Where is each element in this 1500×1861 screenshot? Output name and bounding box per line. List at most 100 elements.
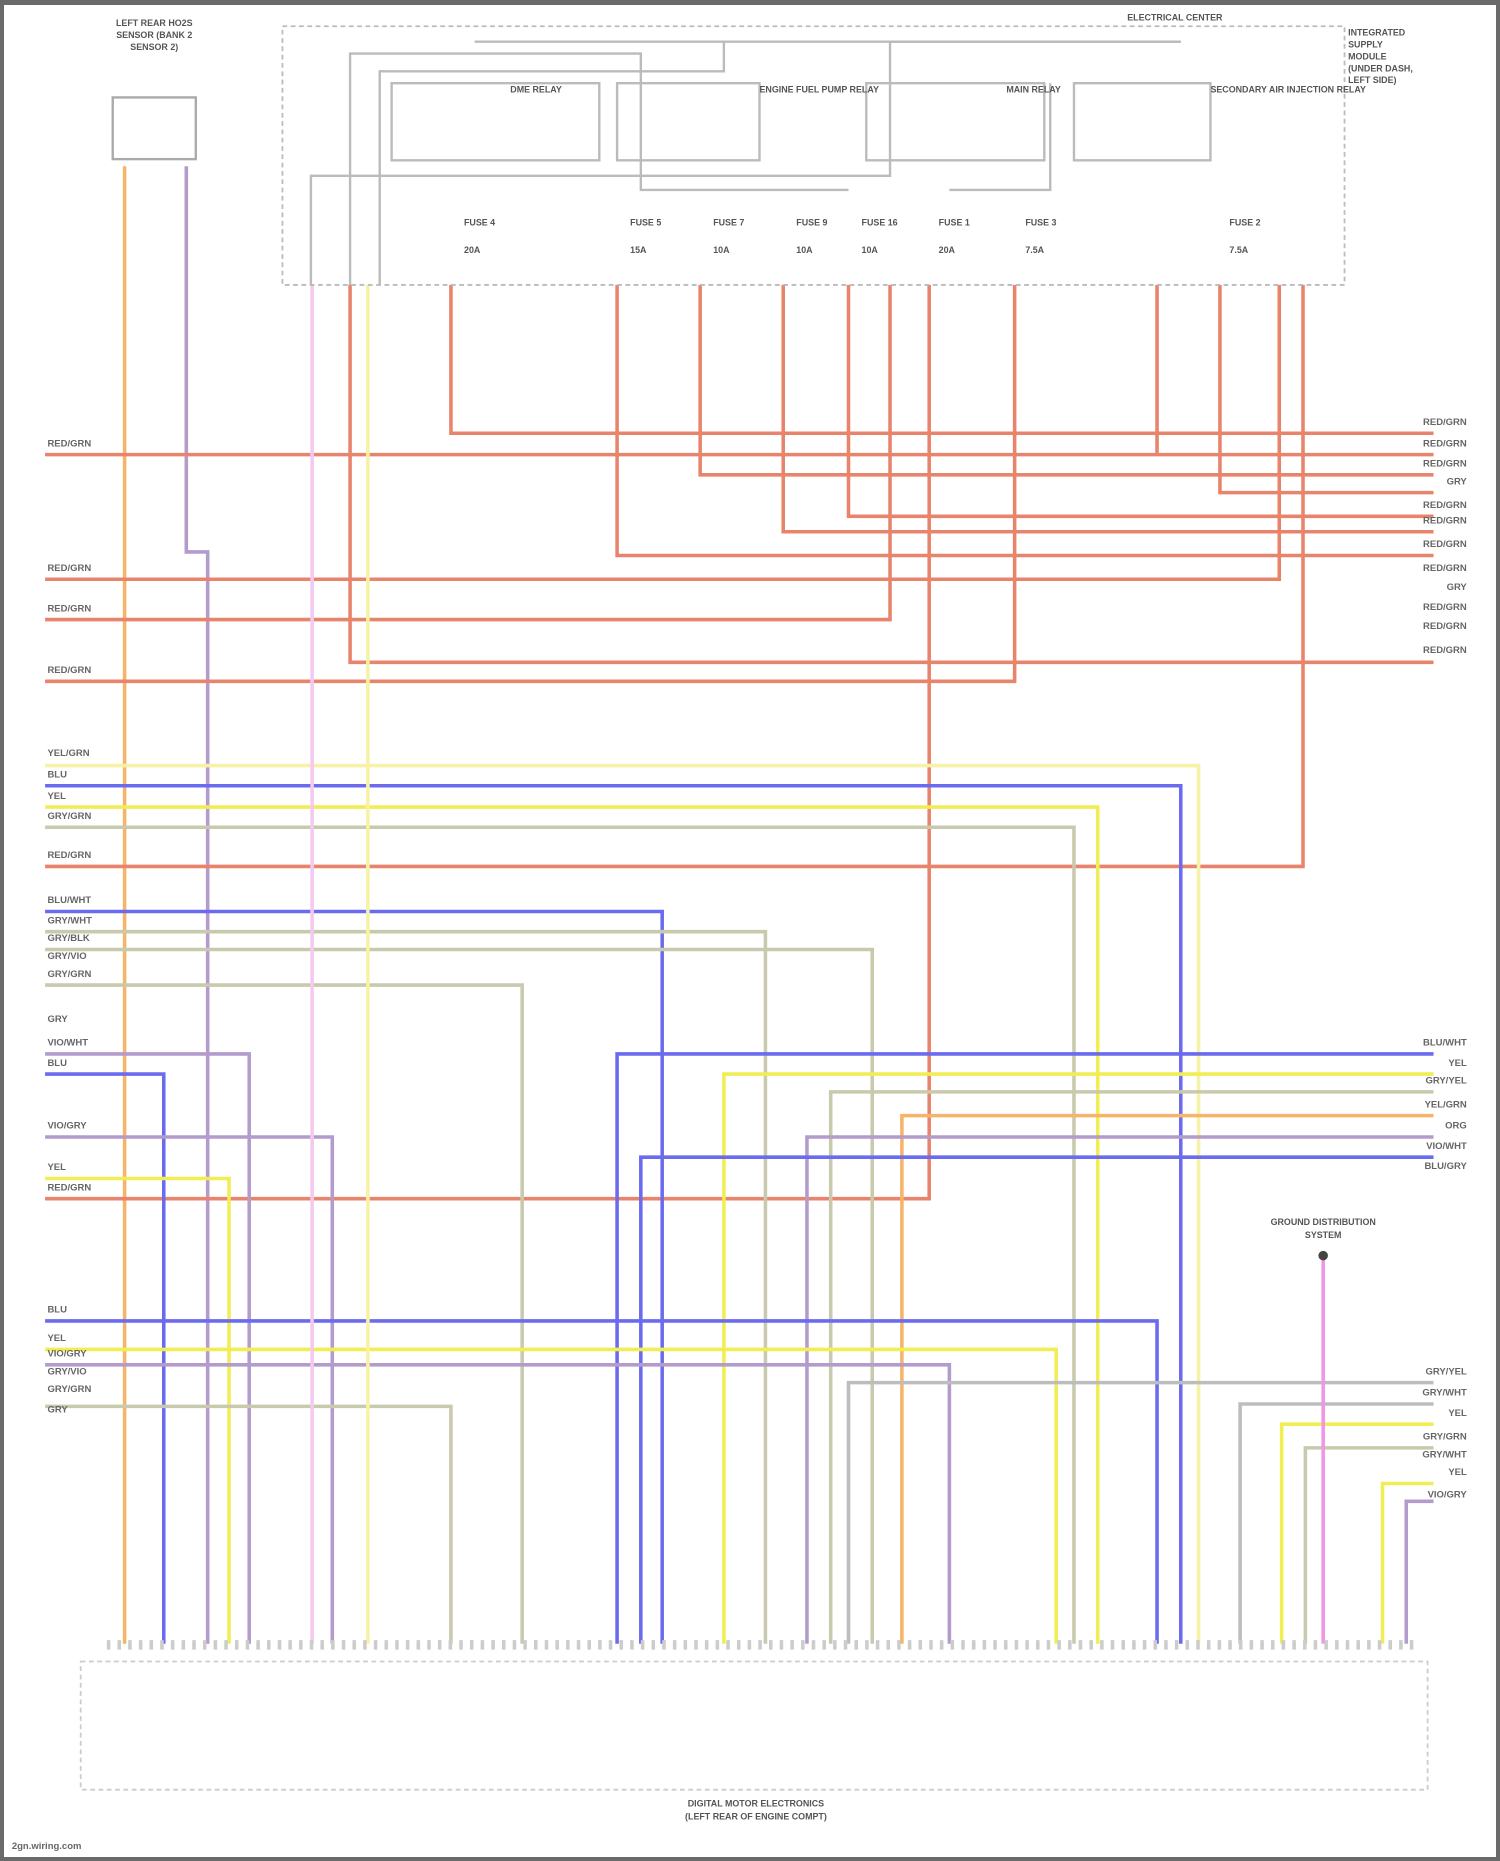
right-wire-label: GRY/GRN xyxy=(1423,1432,1467,1443)
module-label-2: (LEFT REAR OF ENGINE COMPT) xyxy=(685,1811,827,1821)
violet-wire xyxy=(45,1363,952,1644)
blue-wire xyxy=(45,909,664,1644)
fuse: FUSE 1 20A xyxy=(939,218,970,255)
red-wire xyxy=(348,284,1434,665)
right-wire-label: GRY/YEL xyxy=(1425,1076,1466,1087)
violet-wire xyxy=(805,1135,1434,1644)
graygreen-wire xyxy=(45,1404,453,1644)
left-wire-label: RED/GRN xyxy=(47,563,91,574)
relay-box-1 xyxy=(390,82,601,162)
right-wire-label: RED/GRN xyxy=(1423,621,1467,632)
relay-label-1: DME RELAY xyxy=(510,85,562,95)
left-wire-label: VIO/WHT xyxy=(47,1038,88,1049)
right-wire-label: VIO/GRY xyxy=(1428,1490,1468,1501)
left-wire-label: YEL xyxy=(47,1162,66,1173)
right-wire-label: GRY/YEL xyxy=(1425,1366,1466,1377)
left-wire-label: BLU xyxy=(47,1305,67,1316)
right-wire-label: RED/GRN xyxy=(1423,563,1467,574)
fuse-rating: 10A xyxy=(713,245,730,255)
orange-wire xyxy=(900,1113,1434,1644)
fuse-rating: 15A xyxy=(630,245,647,255)
fuse-name: FUSE 2 xyxy=(1229,218,1260,228)
fuse-rating: 20A xyxy=(464,245,481,255)
red-wire xyxy=(615,284,1434,558)
yellow-wire xyxy=(1279,1422,1434,1644)
left-wire-label: GRY/GRN xyxy=(47,969,91,980)
fuse: FUSE 3 7.5A xyxy=(1025,218,1056,255)
bus-line xyxy=(348,52,849,285)
left-wire-label: VIO/GRY xyxy=(47,1121,87,1132)
bus-line xyxy=(378,41,726,285)
blue-wire xyxy=(45,783,1183,1644)
fuse-name: FUSE 16 xyxy=(862,218,898,228)
svg-text:MODULE: MODULE xyxy=(1348,51,1387,61)
violet-wire xyxy=(184,166,210,1644)
blue-wire xyxy=(615,1052,1434,1644)
red-wire xyxy=(846,284,1434,519)
red-wire xyxy=(781,284,1434,534)
wires xyxy=(45,166,1434,1644)
right-note: INTEGRATED SUPPLY MODULE (UNDER DASH, LE… xyxy=(1348,28,1413,85)
red-wire xyxy=(45,284,1282,582)
right-wire-label: BLU/GRY xyxy=(1424,1161,1467,1172)
bus-line xyxy=(949,83,1052,192)
yellow-wire xyxy=(45,805,1100,1644)
relay-label-2: ENGINE FUEL PUMP RELAY xyxy=(759,85,878,95)
left-wire-label: GRY/GRN xyxy=(47,811,91,822)
right-wire-label: VIO/WHT xyxy=(1426,1141,1467,1152)
right-wire-label: ORG xyxy=(1445,1121,1467,1132)
right-wire-label: RED/GRN xyxy=(1423,500,1467,511)
right-wire-label: RED/GRN xyxy=(1423,458,1467,469)
fuse-name: FUSE 3 xyxy=(1025,218,1056,228)
svg-text:LEFT SIDE): LEFT SIDE) xyxy=(1348,75,1396,85)
relay-label-3: MAIN RELAY xyxy=(1006,85,1061,95)
left-wire-label: RED/GRN xyxy=(47,850,91,861)
dme-module-box xyxy=(79,1660,1429,1791)
left-wire-label: RED/GRN xyxy=(47,1182,91,1193)
fuse: FUSE 7 10A xyxy=(713,218,744,255)
left-wire-label: GRY/BLK xyxy=(47,933,89,944)
svg-text:SUPPLY: SUPPLY xyxy=(1348,40,1383,50)
left-wire-label: YEL xyxy=(47,791,66,802)
left-wire-label: VIO/GRY xyxy=(47,1349,87,1360)
relay-box-2 xyxy=(615,82,761,162)
fuse-rating: 7.5A xyxy=(1025,245,1044,255)
fuse-name: FUSE 9 xyxy=(796,218,827,228)
ground-label-1: GROUND DISTRIBUTION xyxy=(1271,1217,1376,1227)
ground-dot xyxy=(1318,1250,1328,1261)
right-wire-label: RED/GRN xyxy=(1423,645,1467,656)
ho2s-sensor-box xyxy=(111,96,197,161)
violet-wire xyxy=(45,1052,251,1644)
graygreen-wire xyxy=(45,825,1076,1644)
red-wire xyxy=(698,284,1434,477)
right-wire-label: GRY/WHT xyxy=(1422,1449,1467,1460)
graygreen-wire xyxy=(45,947,875,1644)
right-wire-label: YEL xyxy=(1448,1408,1467,1419)
right-wire-label: RED/GRN xyxy=(1423,417,1467,428)
fuse: FUSE 5 15A xyxy=(630,218,661,255)
left-wire-label: BLU xyxy=(47,1058,67,1069)
electrical-center-box xyxy=(281,25,1346,286)
graygreen-wire xyxy=(45,929,768,1644)
graygreen-wire xyxy=(828,1090,1434,1644)
right-wire-label: GRY xyxy=(1447,582,1468,593)
yellow-wire xyxy=(45,1176,231,1644)
right-wire-label: BLU/WHT xyxy=(1423,1038,1467,1049)
red-wire xyxy=(45,284,892,622)
right-wire-label: YEL xyxy=(1448,1467,1467,1478)
gray-wire xyxy=(846,1380,1434,1644)
ground-label-2: SYSTEM xyxy=(1305,1230,1342,1240)
left-wire-label: RED/GRN xyxy=(47,438,91,449)
module-label-1: DIGITAL MOTOR ELECTRONICS xyxy=(688,1798,824,1808)
fuse-rating: 7.5A xyxy=(1229,245,1248,255)
yellow-wire xyxy=(722,1072,1434,1644)
left-wire-label: BLU xyxy=(47,769,67,780)
right-wire-label: YEL xyxy=(1448,1058,1467,1069)
blue-wire xyxy=(45,1319,1159,1644)
yellow-wire xyxy=(45,1347,1058,1644)
sensor-label-2: SENSOR (BANK 2 xyxy=(116,30,192,40)
fuse-name: FUSE 5 xyxy=(630,218,661,228)
left-wire-label: YEL/GRN xyxy=(47,748,89,759)
violet-wire xyxy=(1404,1499,1434,1644)
